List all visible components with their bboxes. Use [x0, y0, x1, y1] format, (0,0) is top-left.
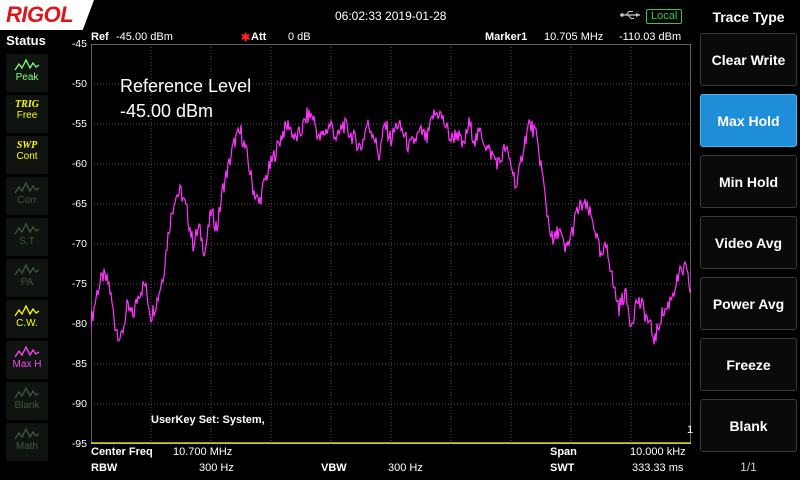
status-item-label: Max H — [12, 359, 42, 370]
center-freq-label: Center Freq — [91, 446, 153, 458]
y-tick-label: -60 — [71, 158, 87, 170]
status-math: Math — [6, 423, 48, 461]
brand-name: RIGOL — [6, 2, 74, 27]
marker-level: -110.03 dBm — [619, 31, 682, 43]
menu-power-avg-button[interactable]: Power Avg — [700, 277, 797, 330]
menu-min-hold-button[interactable]: Min Hold — [700, 155, 797, 208]
menu-title: Trace Type — [712, 9, 785, 25]
rbw-value[interactable]: 300 Hz — [199, 462, 234, 474]
menu-freeze-button[interactable]: Freeze — [700, 338, 797, 391]
st-icon — [14, 222, 40, 235]
status-cw: C.W. — [6, 300, 48, 338]
status-trig: TRIG Free — [6, 95, 48, 133]
menu-max-hold-button[interactable]: Max Hold — [700, 94, 797, 147]
reference-level-title: Reference Level — [120, 76, 252, 96]
marker-number: 1 — [687, 424, 694, 436]
y-tick-label: -95 — [71, 438, 87, 450]
spectrum-plot[interactable] — [91, 44, 691, 444]
span-value[interactable]: 10.000 kHz — [630, 446, 686, 458]
att-value[interactable]: 0 dB — [288, 31, 311, 43]
status-item-label: Cont — [16, 151, 38, 162]
menu-video-avg-button[interactable]: Video Avg — [700, 216, 797, 269]
cw-icon — [14, 304, 40, 317]
marker-freq: 10.705 MHz — [544, 31, 604, 43]
status-item-label: Peak — [15, 72, 39, 83]
usb-icon — [620, 11, 640, 19]
brand-logo: RIGOL — [0, 0, 94, 30]
y-tick-label: -45 — [71, 38, 87, 50]
reference-level-value: -45.00 dBm — [120, 101, 214, 121]
status-peak: Peak — [6, 54, 48, 92]
trace-line — [91, 107, 691, 345]
y-tick-label: -70 — [71, 238, 87, 250]
center-freq-value[interactable]: 10.700 MHz — [173, 446, 233, 458]
y-tick-label: -80 — [71, 318, 87, 330]
vbw-label: VBW — [321, 462, 347, 474]
status-item-label: Math — [15, 441, 39, 452]
local-status-badge: Local — [646, 9, 683, 24]
softkey-menu: Trace Type Clear Write Max Hold Min Hold Vi… — [697, 0, 800, 480]
ref-label: Ref — [91, 31, 109, 43]
swt-label: SWT — [550, 462, 575, 474]
status-item-label: S.T — [19, 236, 35, 247]
pa-icon — [14, 263, 40, 276]
y-tick-label: -50 — [71, 78, 87, 90]
status-swp: SWP Cont — [6, 136, 48, 174]
swt-value[interactable]: 333.33 ms — [632, 462, 684, 474]
userkey-status: UserKey Set: System, — [151, 414, 265, 426]
status-pa: PA — [6, 259, 48, 297]
y-tick-label: -75 — [71, 278, 87, 290]
math-icon — [14, 427, 40, 440]
y-tick-label: -90 — [71, 398, 87, 410]
menu-clear-write-button[interactable]: Clear Write — [700, 33, 797, 86]
status-blank: Blank — [6, 382, 48, 420]
att-label: Att — [251, 31, 267, 43]
ref-value[interactable]: -45.00 dBm — [116, 31, 173, 43]
span-label: Span — [550, 446, 577, 458]
rbw-label: RBW — [91, 462, 118, 474]
spectrum-display[interactable]: Ref -45.00 dBm ✱ Att 0 dB Marker1 10.705… — [55, 30, 697, 480]
vbw-value[interactable]: 300 Hz — [388, 462, 423, 474]
top-bar: RIGOL 06:02:33 2019-01-28 Local — [0, 0, 697, 30]
status-corr: Corr — [6, 177, 48, 215]
status-item-title: TRIG — [15, 99, 39, 110]
status-item-label: Blank — [14, 400, 40, 411]
status-item-label: Free — [16, 110, 38, 121]
status-st: S.T — [6, 218, 48, 256]
datetime: 06:02:33 2019-01-28 — [335, 9, 447, 23]
peak-icon — [14, 58, 40, 71]
status-panel: Status Peak TRIG Free SWP Cont Corr S.T PA C.W. M… — [0, 30, 55, 480]
y-tick-label: -55 — [71, 118, 87, 130]
y-tick-label: -85 — [71, 358, 87, 370]
corr-icon — [14, 181, 40, 194]
marker-label: Marker1 — [485, 31, 528, 43]
att-warning-icon: ✱ — [241, 32, 251, 44]
bottom-status-bar: Center Freq 10.700 MHz Span 10.000 kHz R… — [55, 444, 697, 480]
measurement-header: Ref -45.00 dBm ✱ Att 0 dB Marker1 10.705… — [55, 30, 697, 44]
status-item-label: Corr — [17, 195, 37, 206]
y-tick-label: -65 — [71, 198, 87, 210]
maxh-icon — [14, 345, 40, 358]
menu-blank-button[interactable]: Blank — [700, 399, 797, 452]
status-item-title: SWP — [16, 140, 38, 151]
reference-level-overlay: Reference Level -45.00 dBm — [120, 74, 251, 124]
status-title: Status — [6, 33, 46, 48]
blank-icon — [14, 386, 40, 399]
status-maxh: Max H — [6, 341, 48, 379]
menu-page-indicator: 1/1 — [740, 460, 757, 474]
status-item-label: PA — [20, 277, 34, 288]
status-item-label: C.W. — [16, 318, 38, 329]
